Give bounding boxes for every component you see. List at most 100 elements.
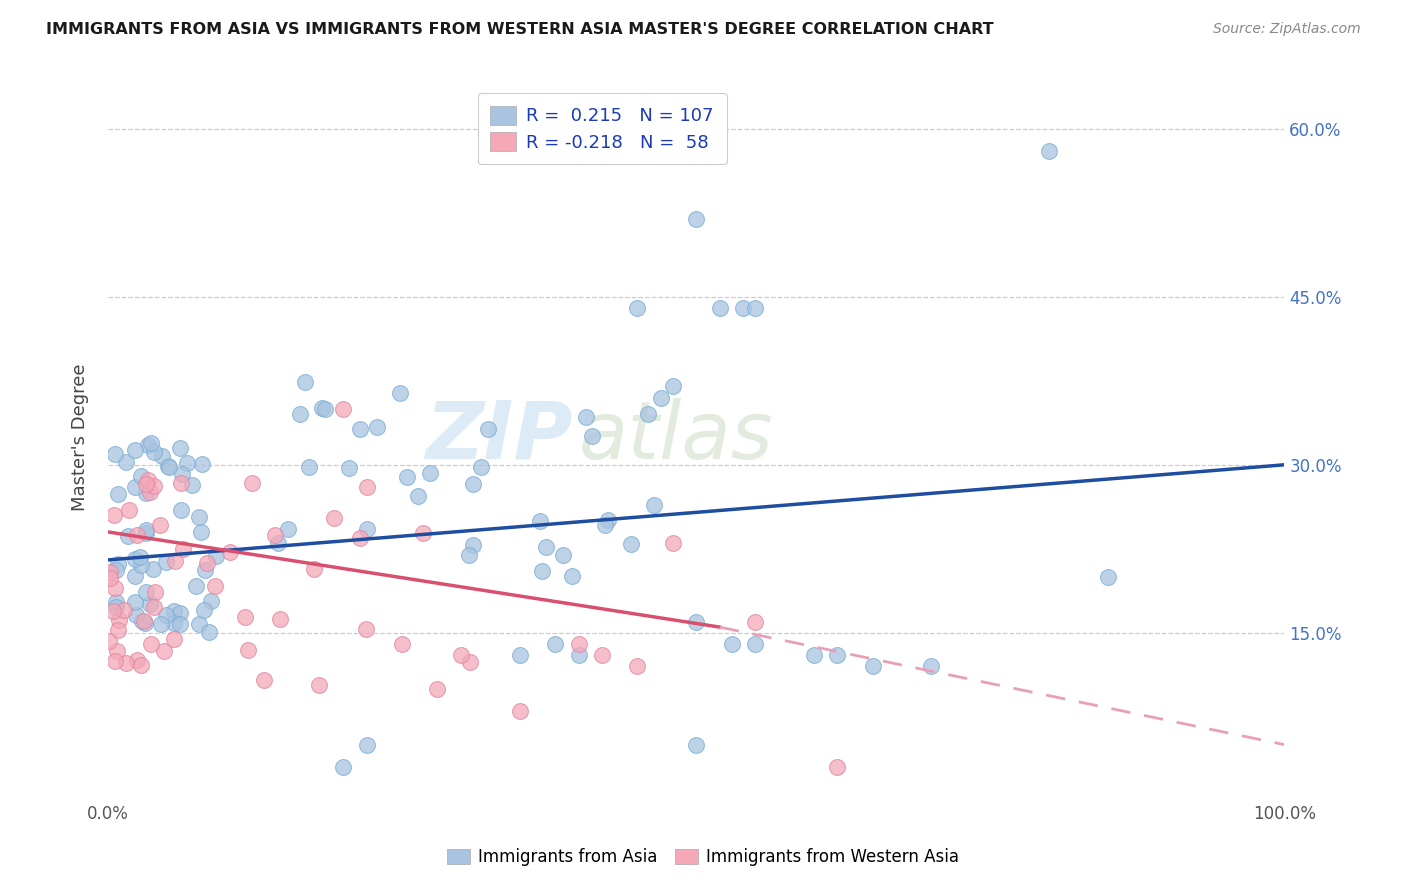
Point (190, 524, 212, 539)
Point (298, 460, 321, 475)
Point (461, 538, 484, 552)
Point (304, 562, 326, 576)
Point (567, 648, 589, 662)
Point (149, 517, 172, 532)
Point (803, 648, 825, 662)
Point (143, 585, 166, 599)
Point (620, 537, 643, 551)
Point (744, 637, 766, 651)
Point (142, 561, 165, 575)
Point (406, 489, 429, 503)
Point (463, 477, 485, 491)
Point (661, 379, 683, 393)
Point (356, 522, 378, 536)
Point (661, 536, 683, 550)
Point (827, 648, 849, 662)
Point (531, 564, 554, 578)
Point (637, 407, 659, 421)
Point (135, 584, 157, 599)
Point (100, 565, 122, 579)
Point (294, 376, 316, 390)
Point (311, 401, 333, 415)
Point (143, 479, 166, 493)
Point (581, 429, 603, 443)
Point (180, 477, 202, 491)
Point (626, 301, 648, 315)
Point (112, 603, 135, 617)
Point (188, 617, 211, 632)
Point (1097, 570, 1119, 584)
Point (98, 634, 121, 648)
Point (551, 548, 574, 562)
Legend: R =  0.215   N = 107, R = -0.218   N =  58: R = 0.215 N = 107, R = -0.218 N = 58 (478, 93, 727, 164)
Point (163, 604, 186, 618)
Point (709, 301, 731, 315)
Point (650, 391, 672, 405)
Point (561, 569, 583, 583)
Point (153, 643, 176, 657)
Point (105, 595, 128, 609)
Point (509, 704, 531, 718)
Point (129, 549, 152, 564)
Point (105, 563, 128, 577)
Point (323, 511, 346, 525)
Point (169, 606, 191, 620)
Text: Source: ZipAtlas.com: Source: ZipAtlas.com (1213, 22, 1361, 37)
Point (643, 498, 665, 512)
Point (744, 301, 766, 315)
Point (172, 541, 194, 556)
Point (529, 515, 551, 529)
Legend: Immigrants from Asia, Immigrants from Western Asia: Immigrants from Asia, Immigrants from We… (439, 840, 967, 875)
Point (104, 581, 127, 595)
Point (685, 211, 707, 226)
Point (470, 459, 492, 474)
Point (200, 594, 222, 608)
Point (544, 637, 567, 651)
Point (107, 486, 129, 500)
Point (267, 536, 290, 550)
Point (349, 422, 371, 436)
Point (253, 673, 276, 687)
Text: atlas: atlas (578, 398, 773, 475)
Point (332, 760, 354, 774)
Point (391, 637, 413, 651)
Point (138, 485, 160, 500)
Point (184, 579, 207, 593)
Point (567, 637, 589, 651)
Point (169, 616, 191, 631)
Point (269, 612, 291, 626)
Point (204, 579, 226, 593)
Point (288, 407, 311, 421)
Point (100, 571, 122, 585)
Point (458, 655, 481, 669)
Point (205, 549, 228, 563)
Point (574, 409, 596, 424)
Point (596, 513, 619, 527)
Point (720, 637, 742, 651)
Point (127, 527, 149, 541)
Point (744, 615, 766, 629)
Point (115, 656, 138, 670)
Point (198, 624, 221, 639)
Point (141, 637, 163, 651)
Point (157, 458, 180, 473)
Point (1038, 145, 1060, 159)
Y-axis label: Master's Degree: Master's Degree (72, 363, 89, 510)
Point (194, 563, 217, 577)
Point (150, 616, 173, 631)
Text: ZIP: ZIP (425, 398, 572, 475)
Point (117, 529, 139, 543)
Point (127, 653, 149, 667)
Point (134, 615, 156, 630)
Point (107, 624, 129, 638)
Point (426, 681, 449, 696)
Point (155, 608, 177, 623)
Point (105, 644, 128, 658)
Point (595, 518, 617, 533)
Point (277, 522, 299, 536)
Point (218, 545, 240, 559)
Point (685, 615, 707, 629)
Point (354, 623, 377, 637)
Text: IMMIGRANTS FROM ASIA VS IMMIGRANTS FROM WESTERN ASIA MASTER'S DEGREE CORRELATION: IMMIGRANTS FROM ASIA VS IMMIGRANTS FROM … (46, 22, 994, 37)
Point (135, 523, 157, 537)
